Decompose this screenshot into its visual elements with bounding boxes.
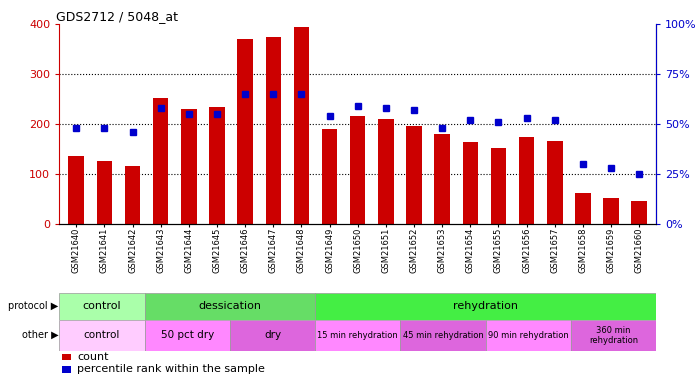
Bar (144, 293, 315, 320)
Bar (406, 126, 422, 224)
Bar (315, 293, 656, 320)
Bar (96, 161, 112, 224)
Bar (59, 320, 144, 351)
Bar (230, 320, 315, 351)
Bar (434, 134, 450, 224)
Text: GDS2712 / 5048_at: GDS2712 / 5048_at (57, 10, 179, 23)
Bar (519, 137, 535, 224)
Bar (463, 142, 478, 224)
Bar (350, 117, 366, 224)
Bar (153, 98, 168, 224)
Text: dessication: dessication (198, 302, 261, 311)
Bar (68, 156, 84, 224)
Bar (294, 27, 309, 224)
Text: 45 min rehydration: 45 min rehydration (403, 331, 483, 340)
Text: rehydration: rehydration (453, 302, 518, 311)
Text: count: count (77, 352, 109, 362)
Bar (209, 106, 225, 224)
Text: control: control (82, 302, 121, 311)
Bar (237, 39, 253, 224)
Bar (315, 320, 401, 351)
Text: dry: dry (264, 330, 281, 340)
Bar (59, 293, 144, 320)
Bar (401, 320, 486, 351)
Bar (571, 320, 656, 351)
Bar (486, 320, 571, 351)
Bar (125, 166, 140, 224)
Bar (575, 193, 591, 224)
Text: 50 pct dry: 50 pct dry (161, 330, 214, 340)
Text: protocol ▶: protocol ▶ (8, 302, 58, 311)
Bar (181, 109, 197, 224)
Text: 90 min rehydration: 90 min rehydration (488, 331, 569, 340)
Bar (265, 37, 281, 224)
Text: other ▶: other ▶ (22, 330, 58, 340)
Bar (547, 141, 563, 224)
Bar (322, 129, 337, 224)
Bar (491, 148, 506, 224)
Bar (632, 201, 647, 223)
Text: 15 min rehydration: 15 min rehydration (318, 331, 398, 340)
Bar (603, 198, 619, 223)
Bar (62, 354, 71, 360)
Text: percentile rank within the sample: percentile rank within the sample (77, 364, 265, 374)
Bar (144, 320, 230, 351)
Bar (378, 119, 394, 224)
Text: control: control (84, 330, 120, 340)
Bar (62, 366, 71, 373)
Text: 360 min
rehydration: 360 min rehydration (589, 326, 638, 345)
